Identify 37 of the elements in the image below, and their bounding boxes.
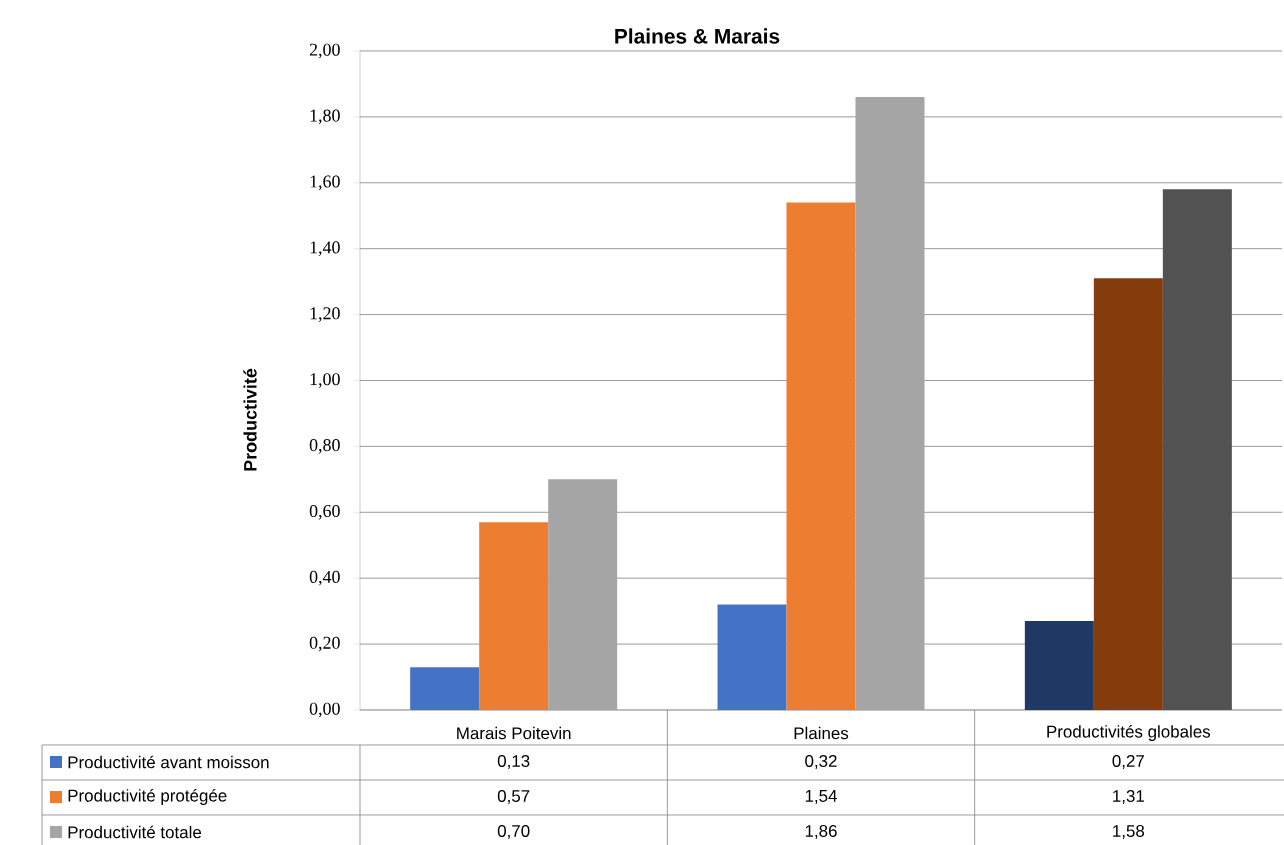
x-tick-label: Marais Poitevin (457, 726, 571, 740)
y-tick-label: 1,60 (310, 175, 340, 191)
y-tick-label: 0,60 (309, 504, 340, 520)
y-tick-label: 1,20 (310, 307, 340, 322)
bar (1093, 278, 1163, 710)
legend-label: Productivité totale (68, 825, 202, 839)
bar (479, 522, 549, 710)
data-label: 1,86 (805, 824, 837, 839)
legend-label: Productivité protégée (68, 788, 227, 805)
data-label: 0,57 (497, 789, 530, 804)
y-tick-label: 0,00 (309, 702, 340, 718)
data-label: 1,54 (805, 790, 837, 804)
data-label: 0,27 (1112, 754, 1144, 769)
data-label: 1,31 (1113, 789, 1144, 804)
legend-label: Productivité avant moisson (68, 755, 269, 769)
data-label: 0,13 (497, 754, 530, 769)
bar (1162, 189, 1232, 710)
bar (410, 667, 480, 710)
bar (548, 479, 618, 710)
bar (855, 97, 925, 710)
y-tick-label: 2,00 (309, 43, 340, 59)
bar (717, 604, 787, 710)
bar (1024, 621, 1094, 710)
data-label: 1,58 (1113, 824, 1145, 839)
y-axis-title: Productivité (243, 368, 257, 471)
data-label: 0,32 (805, 754, 837, 769)
chart-title: Plaines & Marais (615, 28, 780, 44)
x-tick-label: Productivités globales (1047, 724, 1211, 741)
y-tick-label: 0,20 (309, 636, 340, 652)
y-tick-label: 1,40 (310, 241, 340, 257)
y-tick-label: 1,00 (310, 373, 340, 388)
x-tick-label: Plaines (794, 726, 849, 740)
data-label: 0,70 (497, 824, 530, 839)
y-tick-label: 1,80 (310, 109, 340, 125)
y-tick-label: 0,40 (309, 570, 340, 586)
bar (786, 202, 856, 710)
y-tick-label: 0,80 (309, 439, 340, 454)
